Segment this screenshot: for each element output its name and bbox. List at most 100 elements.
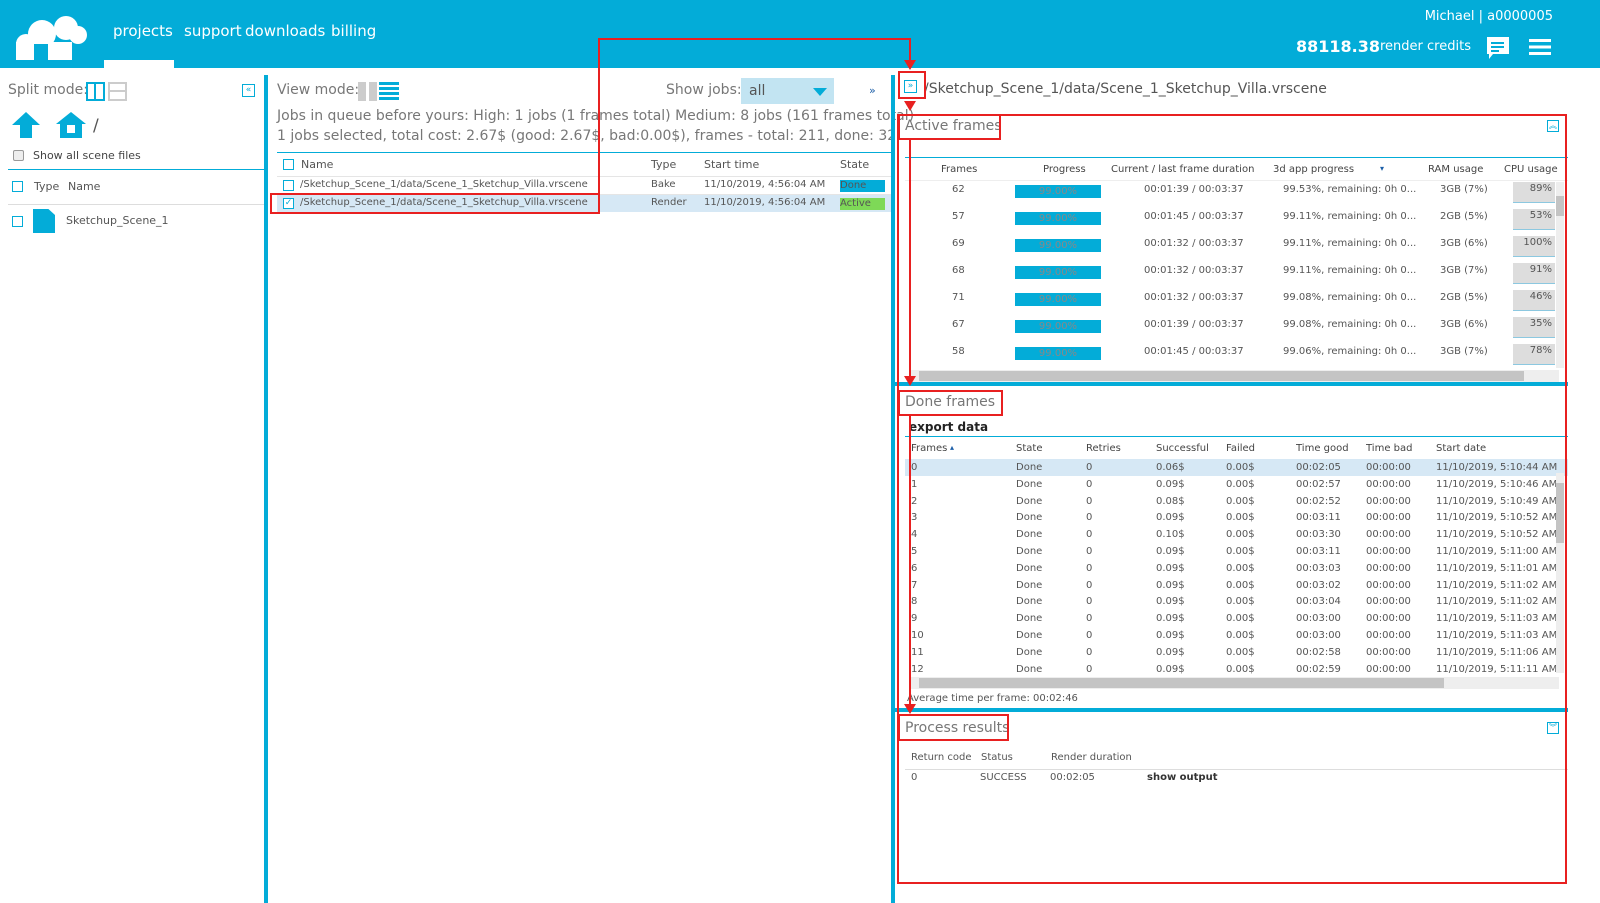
expand-icon[interactable]: » — [904, 80, 917, 93]
hamburger-menu-icon[interactable] — [1529, 38, 1551, 56]
nav-projects[interactable]: projects — [113, 22, 173, 40]
export-data-link[interactable]: export data — [909, 420, 989, 434]
col-start-time[interactable]: Start time — [704, 158, 760, 171]
job-type: Bake — [651, 179, 676, 190]
job-name: /Sketchup_Scene_1/data/Scene_1_Sketchup_… — [300, 197, 588, 208]
done-frame-row[interactable]: 6 Done 0 0.09$ 0.00$ 00:03:03 00:00:00 11/10/20… — [905, 560, 1568, 577]
active-col-header[interactable]: Current / last frame duration — [1111, 164, 1255, 175]
collapse-left-icon[interactable]: « — [242, 84, 255, 97]
chat-icon[interactable] — [1486, 36, 1510, 60]
col-state[interactable]: State — [840, 158, 870, 171]
done-col-header[interactable]: Retries — [1086, 443, 1121, 454]
grid-view-icon[interactable] — [358, 82, 377, 101]
horizontal-scrollbar[interactable] — [909, 677, 1559, 689]
home-icon[interactable] — [56, 112, 86, 138]
frame-number: 58 — [952, 346, 965, 357]
show-output-link[interactable]: show output — [1147, 772, 1218, 783]
select-all-jobs-checkbox[interactable] — [283, 159, 294, 170]
job-details-panel: » /Sketchup_Scene_1/data/Scene_1_Sketchu… — [895, 68, 1568, 903]
done-frame-row[interactable]: 0 Done 0 0.06$ 0.00$ 00:02:05 00:00:00 11/10/20… — [905, 459, 1568, 476]
split-horizontal-icon[interactable] — [108, 82, 127, 101]
collapse-section-icon[interactable]: ︽ — [1547, 120, 1559, 132]
col-type[interactable]: Type — [651, 158, 677, 171]
job-checkbox[interactable] — [283, 180, 294, 191]
active-col-header[interactable]: Frames — [941, 164, 978, 175]
done-cell: 0.00$ — [1226, 546, 1255, 557]
user-name[interactable]: Michael | a0000005 — [1424, 9, 1553, 24]
show-jobs-select[interactable]: all — [741, 78, 834, 104]
select-all-files-checkbox[interactable] — [12, 181, 23, 192]
nav-downloads[interactable]: downloads — [245, 22, 326, 40]
active-col-header[interactable]: CPU usage — [1504, 164, 1558, 175]
done-frame-row[interactable]: 2 Done 0 0.08$ 0.00$ 00:02:52 00:00:00 11/10/20… — [905, 493, 1568, 510]
vertical-scrollbar[interactable] — [1556, 182, 1564, 368]
col-name[interactable]: Name — [301, 158, 334, 171]
page-gutter — [1568, 68, 1600, 903]
active-frame-row: 68 99.00% 00:01:32 / 00:03:37 99.11%, remai… — [905, 263, 1568, 290]
done-col-header[interactable]: State — [1016, 443, 1043, 454]
done-cell: 00:02:05 — [1296, 462, 1341, 473]
col-render-duration[interactable]: Render duration — [1051, 752, 1132, 763]
up-arrow-icon[interactable] — [12, 112, 40, 138]
divider — [905, 180, 1568, 181]
active-nav-indicator — [104, 60, 174, 69]
done-frame-row[interactable]: 11 Done 0 0.09$ 0.00$ 00:02:58 00:00:00 11/10/2… — [905, 644, 1568, 661]
chevron-down-icon — [813, 88, 827, 96]
process-row: 0 SUCCESS 00:02:05 show output — [905, 772, 1568, 790]
panel-splitter[interactable] — [264, 75, 268, 903]
nav-support[interactable]: support — [184, 22, 242, 40]
done-col-header[interactable]: Frames — [911, 443, 948, 454]
done-cell: 00:02:59 — [1296, 663, 1341, 675]
queue-info: Jobs in queue before yours: High: 1 jobs… — [277, 108, 915, 124]
done-frame-row[interactable]: 8 Done 0 0.09$ 0.00$ 00:03:04 00:00:00 11/10/20… — [905, 593, 1568, 610]
show-jobs-label: Show jobs: — [666, 82, 742, 98]
done-frame-row[interactable]: 3 Done 0 0.09$ 0.00$ 00:03:11 00:00:00 11/10/20… — [905, 509, 1568, 526]
split-vertical-icon[interactable] — [86, 82, 105, 101]
panel-splitter[interactable] — [891, 75, 895, 903]
show-all-checkbox[interactable] — [13, 150, 24, 161]
logo-cloud-icon[interactable] — [14, 8, 90, 60]
list-view-icon[interactable] — [379, 82, 399, 101]
done-col-header[interactable]: Time good — [1296, 443, 1349, 454]
file-list-item[interactable]: Sketchup_Scene_1 — [0, 208, 264, 234]
col-name[interactable]: Name — [68, 180, 101, 193]
active-frames-title: Active frames — [905, 118, 1002, 134]
active-col-header[interactable]: 3d app progress — [1273, 164, 1355, 175]
col-status[interactable]: Status — [981, 752, 1013, 763]
nav-billing[interactable]: billing — [331, 22, 377, 40]
active-col-header[interactable]: Progress — [1043, 164, 1086, 175]
done-col-header[interactable]: Successful — [1156, 443, 1209, 454]
done-frame-row[interactable]: 4 Done 0 0.10$ 0.00$ 00:03:30 00:00:00 11/10/20… — [905, 526, 1568, 543]
done-col-header[interactable]: Start date — [1436, 443, 1487, 454]
done-col-header[interactable]: Failed — [1226, 443, 1256, 454]
done-cell: 00:02:58 — [1296, 646, 1341, 658]
job-row[interactable]: ✓ /Sketchup_Scene_1/data/Scene_1_Sketchup… — [277, 194, 891, 212]
done-frame-row[interactable]: 7 Done 0 0.09$ 0.00$ 00:03:02 00:00:00 11/10/20… — [905, 577, 1568, 594]
done-frame-row[interactable]: 10 Done 0 0.09$ 0.00$ 00:03:00 00:00:00 11/10/2… — [905, 627, 1568, 644]
done-frame-row[interactable]: 9 Done 0 0.09$ 0.00$ 00:03:00 00:00:00 11/10/20… — [905, 610, 1568, 627]
done-cell: 0.09$ — [1156, 546, 1185, 557]
job-row[interactable]: /Sketchup_Scene_1/data/Scene_1_Sketchup_… — [277, 176, 891, 194]
done-cell: 0.09$ — [1156, 646, 1185, 658]
done-col-header[interactable]: Time bad — [1366, 443, 1413, 454]
job-state-badge: Active — [840, 198, 885, 210]
job-checkbox[interactable]: ✓ — [283, 198, 294, 209]
expand-section-icon[interactable]: ︾ — [1547, 722, 1559, 734]
col-return-code[interactable]: Return code — [911, 752, 972, 763]
active-col-header[interactable]: RAM usage — [1428, 164, 1484, 175]
col-type[interactable]: Type — [34, 180, 60, 193]
vertical-scrollbar[interactable] — [1556, 473, 1564, 673]
file-checkbox[interactable] — [12, 216, 23, 227]
done-cell: 0 — [1086, 478, 1093, 490]
done-frame-row[interactable]: 1 Done 0 0.09$ 0.00$ 00:02:57 00:00:00 11/10/20… — [905, 476, 1568, 493]
active-frame-row: 58 99.00% 00:01:45 / 00:03:37 99.06%, remai… — [905, 344, 1568, 370]
frame-number: 67 — [952, 319, 965, 330]
done-frame-row[interactable]: 5 Done 0 0.09$ 0.00$ 00:03:11 00:00:00 11/10/20… — [905, 543, 1568, 560]
horizontal-scrollbar[interactable] — [909, 370, 1559, 382]
done-frame-row[interactable]: 12 Done 0 0.09$ 0.00$ 00:02:59 00:00:00 11/10/2… — [905, 661, 1568, 676]
credits-value: 88118.38 — [1296, 37, 1381, 56]
expand-right-icon[interactable]: » — [869, 84, 876, 97]
job-name: /Sketchup_Scene_1/data/Scene_1_Sketchup_… — [300, 179, 588, 190]
frame-number: 71 — [952, 292, 965, 303]
done-cell: 1 — [911, 478, 918, 490]
